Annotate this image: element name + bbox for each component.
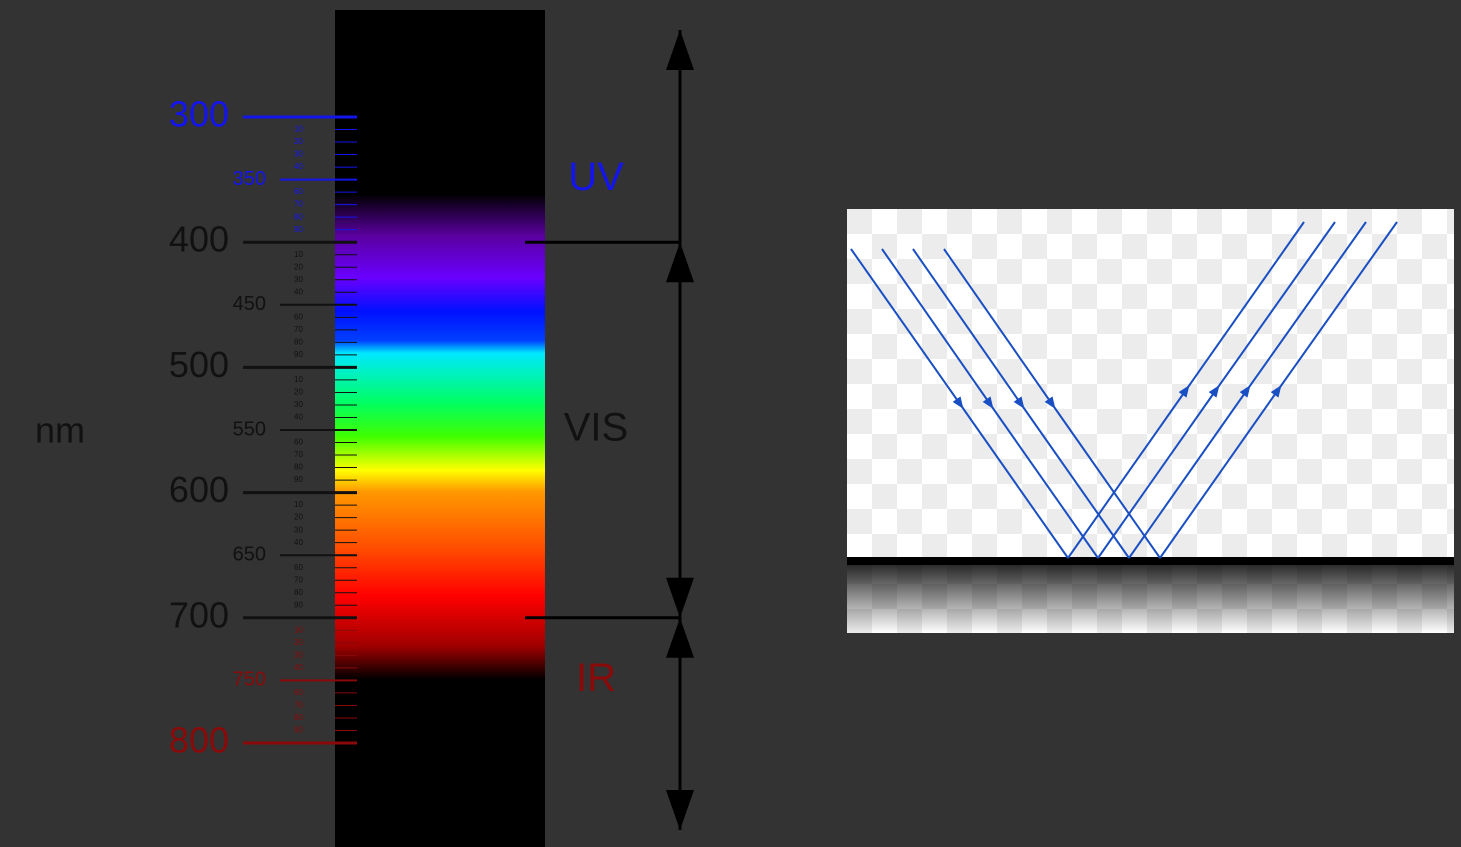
minor-tick-label: 40 [294, 663, 303, 672]
minor-tick-label: 90 [294, 225, 303, 234]
mid-tick-label: 450 [233, 293, 266, 315]
minor-tick-label: 10 [294, 500, 303, 509]
minor-tick-label: 80 [294, 713, 303, 722]
arrow-head [666, 242, 694, 282]
minor-tick-label: 30 [294, 525, 303, 534]
minor-tick-label: 20 [294, 513, 303, 522]
major-tick-label: 700 [169, 594, 229, 635]
minor-tick-label: 90 [294, 475, 303, 484]
spectrum-strip [335, 10, 545, 847]
minor-tick-label: 30 [294, 275, 303, 284]
minor-tick-label: 60 [294, 312, 303, 321]
minor-tick-label: 20 [294, 638, 303, 647]
minor-tick-label: 60 [294, 438, 303, 447]
mid-tick-label: 550 [233, 418, 266, 440]
minor-tick-label: 70 [294, 450, 303, 459]
minor-tick-label: 20 [294, 262, 303, 271]
minor-tick-label: 90 [294, 350, 303, 359]
minor-tick-label: 70 [294, 575, 303, 584]
arrow-head [666, 790, 694, 830]
minor-tick-label: 40 [294, 538, 303, 547]
major-tick-label: 300 [169, 94, 229, 135]
arrow-head [666, 578, 694, 618]
reflection-diagram [847, 209, 1454, 633]
minor-tick-label: 30 [294, 150, 303, 159]
minor-tick-label: 80 [294, 463, 303, 472]
mid-tick-label: 750 [233, 669, 266, 691]
major-tick-label: 600 [169, 469, 229, 510]
band-label: UV [568, 155, 624, 199]
unit-label: nm [35, 410, 85, 451]
minor-tick-label: 90 [294, 726, 303, 735]
minor-tick-label: 10 [294, 375, 303, 384]
minor-tick-label: 90 [294, 600, 303, 609]
minor-tick-label: 40 [294, 413, 303, 422]
minor-tick-label: 70 [294, 200, 303, 209]
minor-tick-label: 70 [294, 701, 303, 710]
minor-tick-label: 10 [294, 625, 303, 634]
band-label: VIS [564, 406, 628, 450]
minor-tick-label: 60 [294, 563, 303, 572]
minor-tick-label: 80 [294, 588, 303, 597]
arrow-head [666, 618, 694, 658]
scene: nm 300 400 500 600 700 800 350 450 550 650 750 10 20… [0, 0, 1461, 847]
major-tick-label: 800 [169, 720, 229, 761]
major-tick-label: 400 [169, 219, 229, 260]
mid-tick-label: 350 [233, 168, 266, 190]
surface [847, 557, 1454, 565]
minor-tick-label: 30 [294, 650, 303, 659]
minor-tick-label: 30 [294, 400, 303, 409]
minor-tick-label: 40 [294, 162, 303, 171]
page: nm 300 400 500 600 700 800 350 450 550 650 750 10 20… [0, 0, 1461, 847]
minor-tick-label: 70 [294, 325, 303, 334]
band-label: IR [576, 656, 616, 700]
minor-tick-label: 40 [294, 287, 303, 296]
minor-tick-label: 80 [294, 212, 303, 221]
major-tick-label: 500 [169, 344, 229, 385]
minor-tick-label: 10 [294, 125, 303, 134]
mid-tick-label: 650 [233, 543, 266, 565]
minor-tick-label: 60 [294, 688, 303, 697]
minor-tick-label: 10 [294, 250, 303, 259]
minor-tick-label: 60 [294, 187, 303, 196]
minor-tick-label: 80 [294, 337, 303, 346]
arrow-head [666, 30, 694, 70]
surface-shade [847, 563, 1454, 633]
minor-tick-label: 20 [294, 137, 303, 146]
minor-tick-label: 20 [294, 388, 303, 397]
